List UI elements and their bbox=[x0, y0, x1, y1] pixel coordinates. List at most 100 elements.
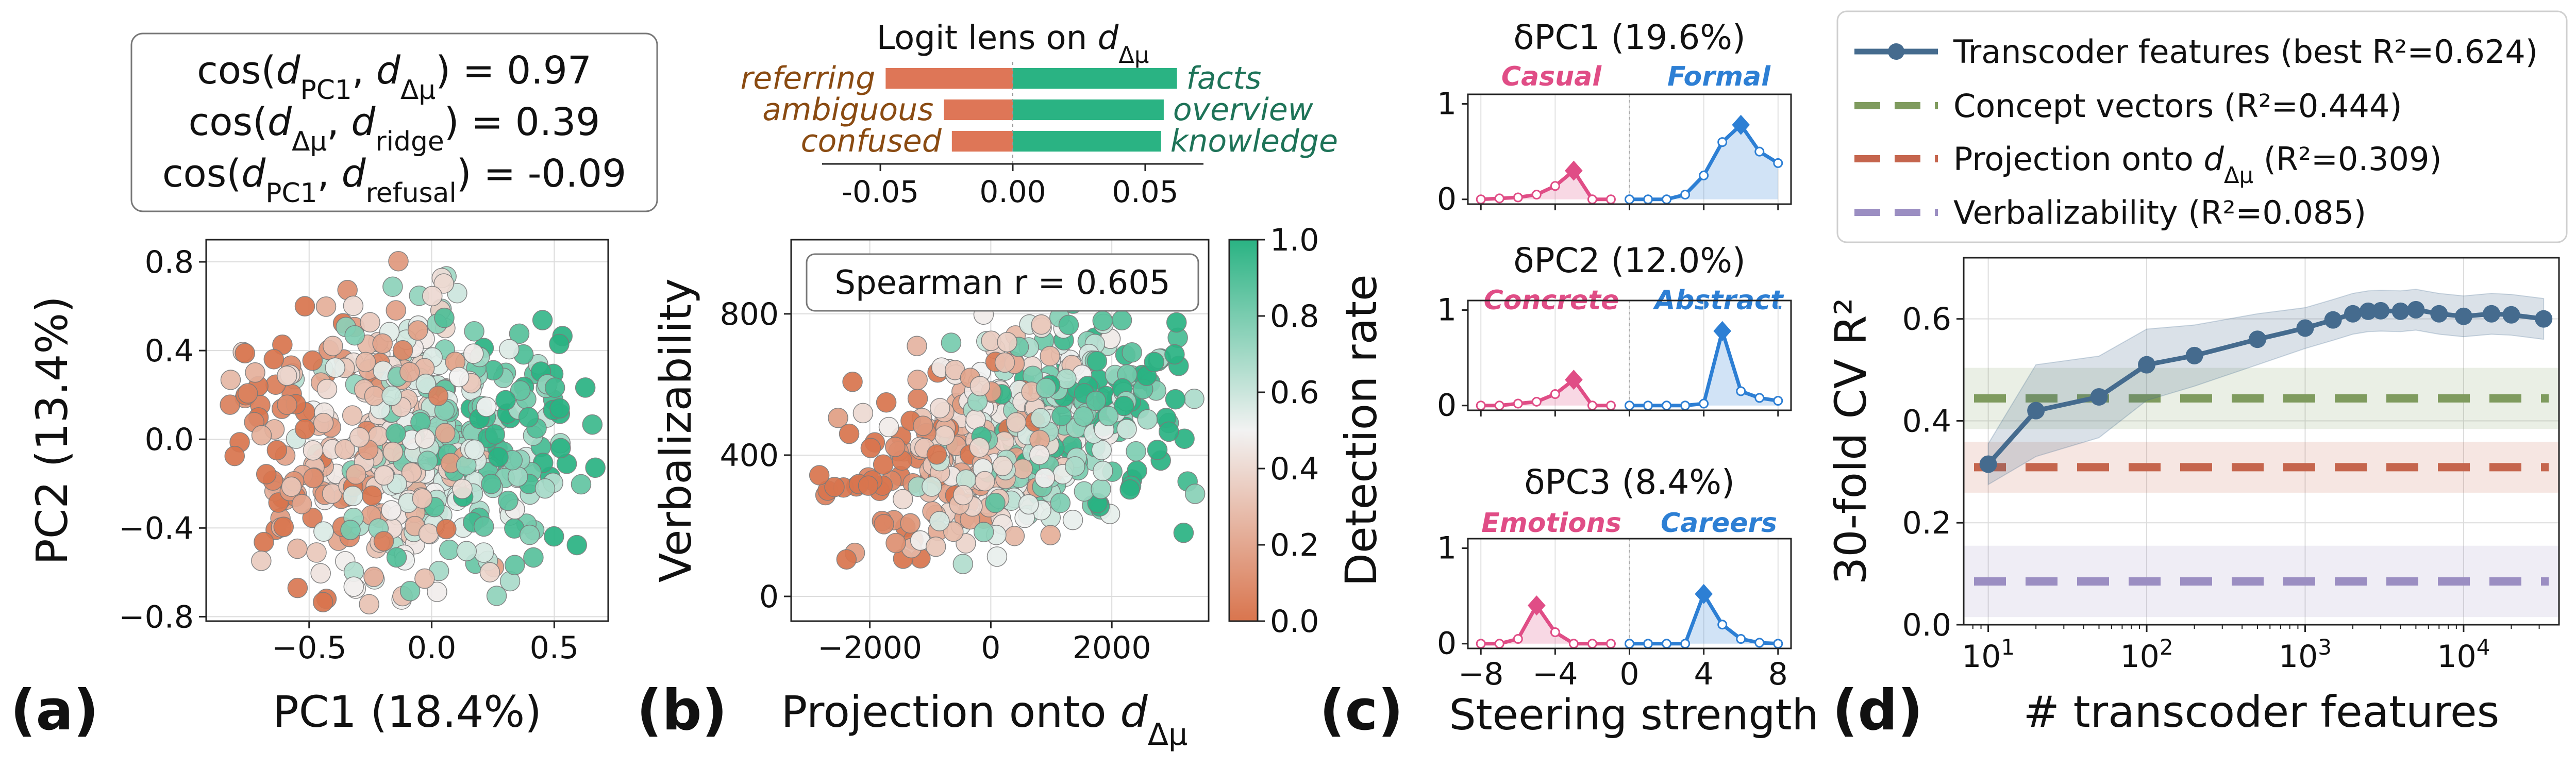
panel-d-transcoder-point bbox=[2344, 305, 2362, 323]
logit-bar-positive bbox=[1013, 99, 1164, 120]
panel-d-transcoder-point bbox=[2296, 319, 2314, 337]
panel-c1-marker bbox=[1717, 137, 1728, 147]
panel-c2-marker bbox=[1754, 393, 1765, 403]
panel-c2-marker bbox=[1773, 395, 1783, 406]
panel-b-point bbox=[1006, 412, 1027, 433]
panel-a-ylabel: PC2 (13.4%) bbox=[27, 296, 77, 565]
panel-a-point bbox=[302, 350, 323, 371]
panel-a-point bbox=[414, 568, 435, 589]
panel-d-transcoder-point bbox=[2483, 305, 2501, 323]
panel-b-point bbox=[1029, 444, 1050, 465]
panel-b-point bbox=[985, 492, 1006, 513]
panel-a-point bbox=[473, 516, 494, 537]
panel-b-ytick-label: 400 bbox=[720, 438, 779, 474]
panel-a-point bbox=[251, 551, 272, 571]
panel-c2-marker bbox=[1699, 398, 1709, 409]
legend-label-1: Transcoder features (best R²=0.624) bbox=[1953, 33, 2538, 71]
panel-d-ytick-label: 0.4 bbox=[1902, 403, 1951, 439]
panel-label-4: (d) bbox=[1832, 678, 1923, 743]
panel-a-points bbox=[220, 251, 606, 615]
panel-a-point bbox=[313, 521, 334, 542]
panel-a-point bbox=[481, 474, 501, 494]
panel-a-point bbox=[303, 468, 324, 489]
panel-a-point bbox=[254, 531, 274, 553]
panel-a-point bbox=[334, 439, 355, 460]
panel-c1-marker bbox=[1476, 194, 1486, 205]
panel-b-point bbox=[858, 475, 879, 496]
panel-a-point bbox=[456, 541, 477, 561]
panel-a-point bbox=[235, 343, 256, 364]
panel-b-point bbox=[900, 513, 921, 534]
panel-c1-marker bbox=[1680, 189, 1691, 199]
panel-a-point bbox=[510, 380, 531, 401]
panel-b-point bbox=[1113, 395, 1134, 416]
panel-b-point bbox=[860, 438, 881, 458]
panel-b-point bbox=[885, 437, 906, 457]
panel-c1-marker bbox=[1587, 194, 1597, 205]
panel-a-point bbox=[401, 462, 422, 483]
panel-c1-title: δPC1 (19.6%) bbox=[1513, 18, 1745, 57]
colorbar bbox=[1228, 239, 1259, 622]
panel-c3-marker bbox=[1643, 639, 1653, 649]
panel-a-point bbox=[575, 377, 596, 398]
panel-a-point bbox=[518, 407, 539, 428]
panel-a-point bbox=[414, 428, 436, 449]
legend-label-2: Concept vectors (R²=0.444) bbox=[1953, 87, 2402, 125]
panel-c-xtick-label: 4 bbox=[1694, 656, 1714, 692]
panel-b-point bbox=[943, 521, 964, 542]
panel-b-point bbox=[1086, 351, 1108, 372]
logit-bar-positive bbox=[1013, 131, 1161, 152]
logit-token-negative: ambiguous bbox=[762, 92, 933, 128]
panel-a-point bbox=[381, 386, 402, 406]
panel-b-point bbox=[1034, 468, 1055, 489]
panel-a-point bbox=[263, 349, 285, 370]
panel-a-point bbox=[549, 334, 570, 355]
panel-c3-neg-label: Emotions bbox=[1481, 508, 1621, 539]
panel-a-point bbox=[323, 336, 343, 357]
panel-a-point bbox=[415, 373, 437, 394]
panel-a-point bbox=[220, 370, 241, 390]
panel-b-point bbox=[1119, 479, 1140, 500]
panel-b-point bbox=[1040, 525, 1061, 545]
legend-box bbox=[1836, 10, 2568, 243]
panel-c3-ytick-label: 0 bbox=[1437, 626, 1457, 662]
logit-token-negative: referring bbox=[741, 60, 876, 96]
panel-c3-marker bbox=[1662, 639, 1672, 649]
panel-a-point bbox=[427, 581, 447, 602]
panel-b-point bbox=[1092, 310, 1113, 331]
panel-a-point bbox=[251, 425, 272, 446]
panel-a-xtick-label: 0.0 bbox=[407, 630, 456, 666]
panel-a-point bbox=[550, 438, 571, 459]
panel-b-point bbox=[824, 477, 845, 497]
panel-a-point bbox=[386, 547, 407, 568]
panel-c3-marker bbox=[1754, 638, 1765, 648]
panel-b-point bbox=[952, 485, 974, 506]
panel-a-point bbox=[585, 457, 606, 478]
panel-a-point bbox=[523, 547, 544, 568]
logit-lens-title: Logit lens on dΔμ bbox=[877, 19, 1149, 69]
panel-b-point bbox=[1166, 312, 1187, 333]
cosine-annotation-box bbox=[130, 32, 658, 212]
panel-a-xtick-label: −0.5 bbox=[272, 630, 347, 666]
cosine-line-1: cos(dPC1, dΔμ) = 0.97 bbox=[197, 48, 592, 106]
panel-b-point bbox=[925, 536, 946, 557]
panel-d-frame bbox=[1963, 257, 2560, 626]
panel-a-point bbox=[312, 592, 333, 612]
panel-b-point bbox=[1093, 460, 1113, 481]
panel-c1-ytick-label: 1 bbox=[1437, 86, 1457, 122]
panel-a-point bbox=[495, 390, 516, 411]
panel-a-ytick-label: 0.0 bbox=[145, 422, 194, 458]
logit-bar-negative bbox=[944, 99, 1013, 120]
panel-c3-peak-marker bbox=[1527, 595, 1546, 616]
panel-c2-neg-area bbox=[1481, 379, 1611, 406]
panel-b-xtick-label: 2000 bbox=[1073, 630, 1151, 666]
panel-a-point bbox=[582, 414, 603, 435]
panel-a-point bbox=[340, 520, 361, 540]
panel-b-point bbox=[1144, 352, 1165, 373]
panel-b-point bbox=[1058, 314, 1079, 336]
panel-b-point bbox=[922, 476, 942, 497]
panel-b-point bbox=[836, 549, 857, 570]
panel-d-ytick-label: 0.2 bbox=[1902, 505, 1951, 541]
panel-b-point bbox=[952, 554, 974, 574]
panel-b-point bbox=[1098, 406, 1119, 426]
